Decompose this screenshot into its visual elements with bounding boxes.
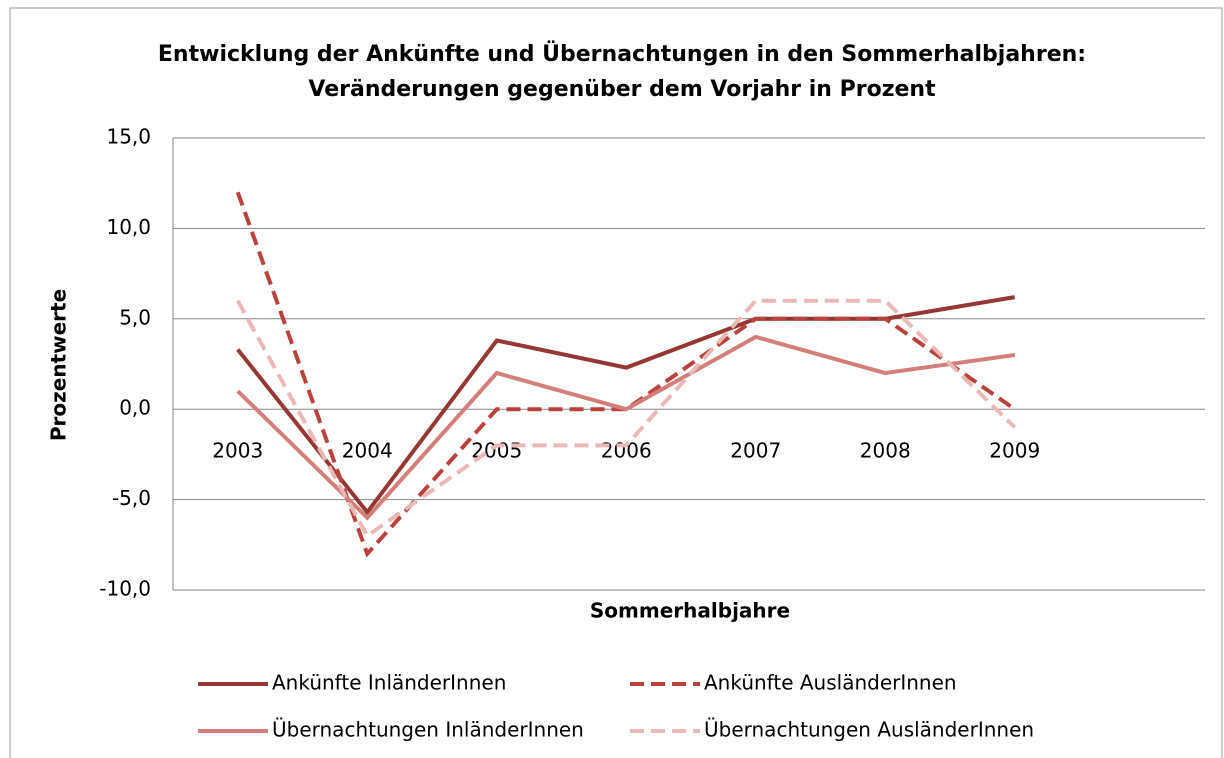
legend-label: Übernachtungen AusländerInnen [704,718,1034,742]
legend-label: Ankünfte AusländerInnen [704,671,957,695]
x-axis-title: Sommerhalbjahre [590,599,790,623]
legend-label: Übernachtungen InländerInnen [272,718,584,742]
y-tick-label: 0,0 [119,396,151,420]
chart-subtitle: Veränderungen gegenüber dem Vorjahr in P… [308,77,936,102]
chart-title: Entwicklung der Ankünfte und Übernachtun… [158,41,1086,67]
legend-label: Ankünfte InländerInnen [272,671,506,695]
y-tick-label: 10,0 [106,215,151,239]
chart-border [9,7,1223,758]
x-tick-label: 2008 [860,439,911,463]
x-tick-label: 2009 [989,439,1040,463]
y-tick-label: 5,0 [119,305,151,329]
y-axis-title: Prozentwerte [47,289,71,441]
series-line [235,191,1016,558]
x-tick-label: 2006 [601,439,652,463]
series-line [235,298,1017,539]
x-tick-label: 2007 [730,439,781,463]
series-line [236,334,1016,521]
y-tick-label: 15,0 [106,125,151,149]
x-tick-label: 2004 [342,439,393,463]
y-tick-label: -10,0 [99,577,151,601]
y-tick-label: -5,0 [112,486,151,510]
x-tick-label: 2003 [212,439,263,463]
